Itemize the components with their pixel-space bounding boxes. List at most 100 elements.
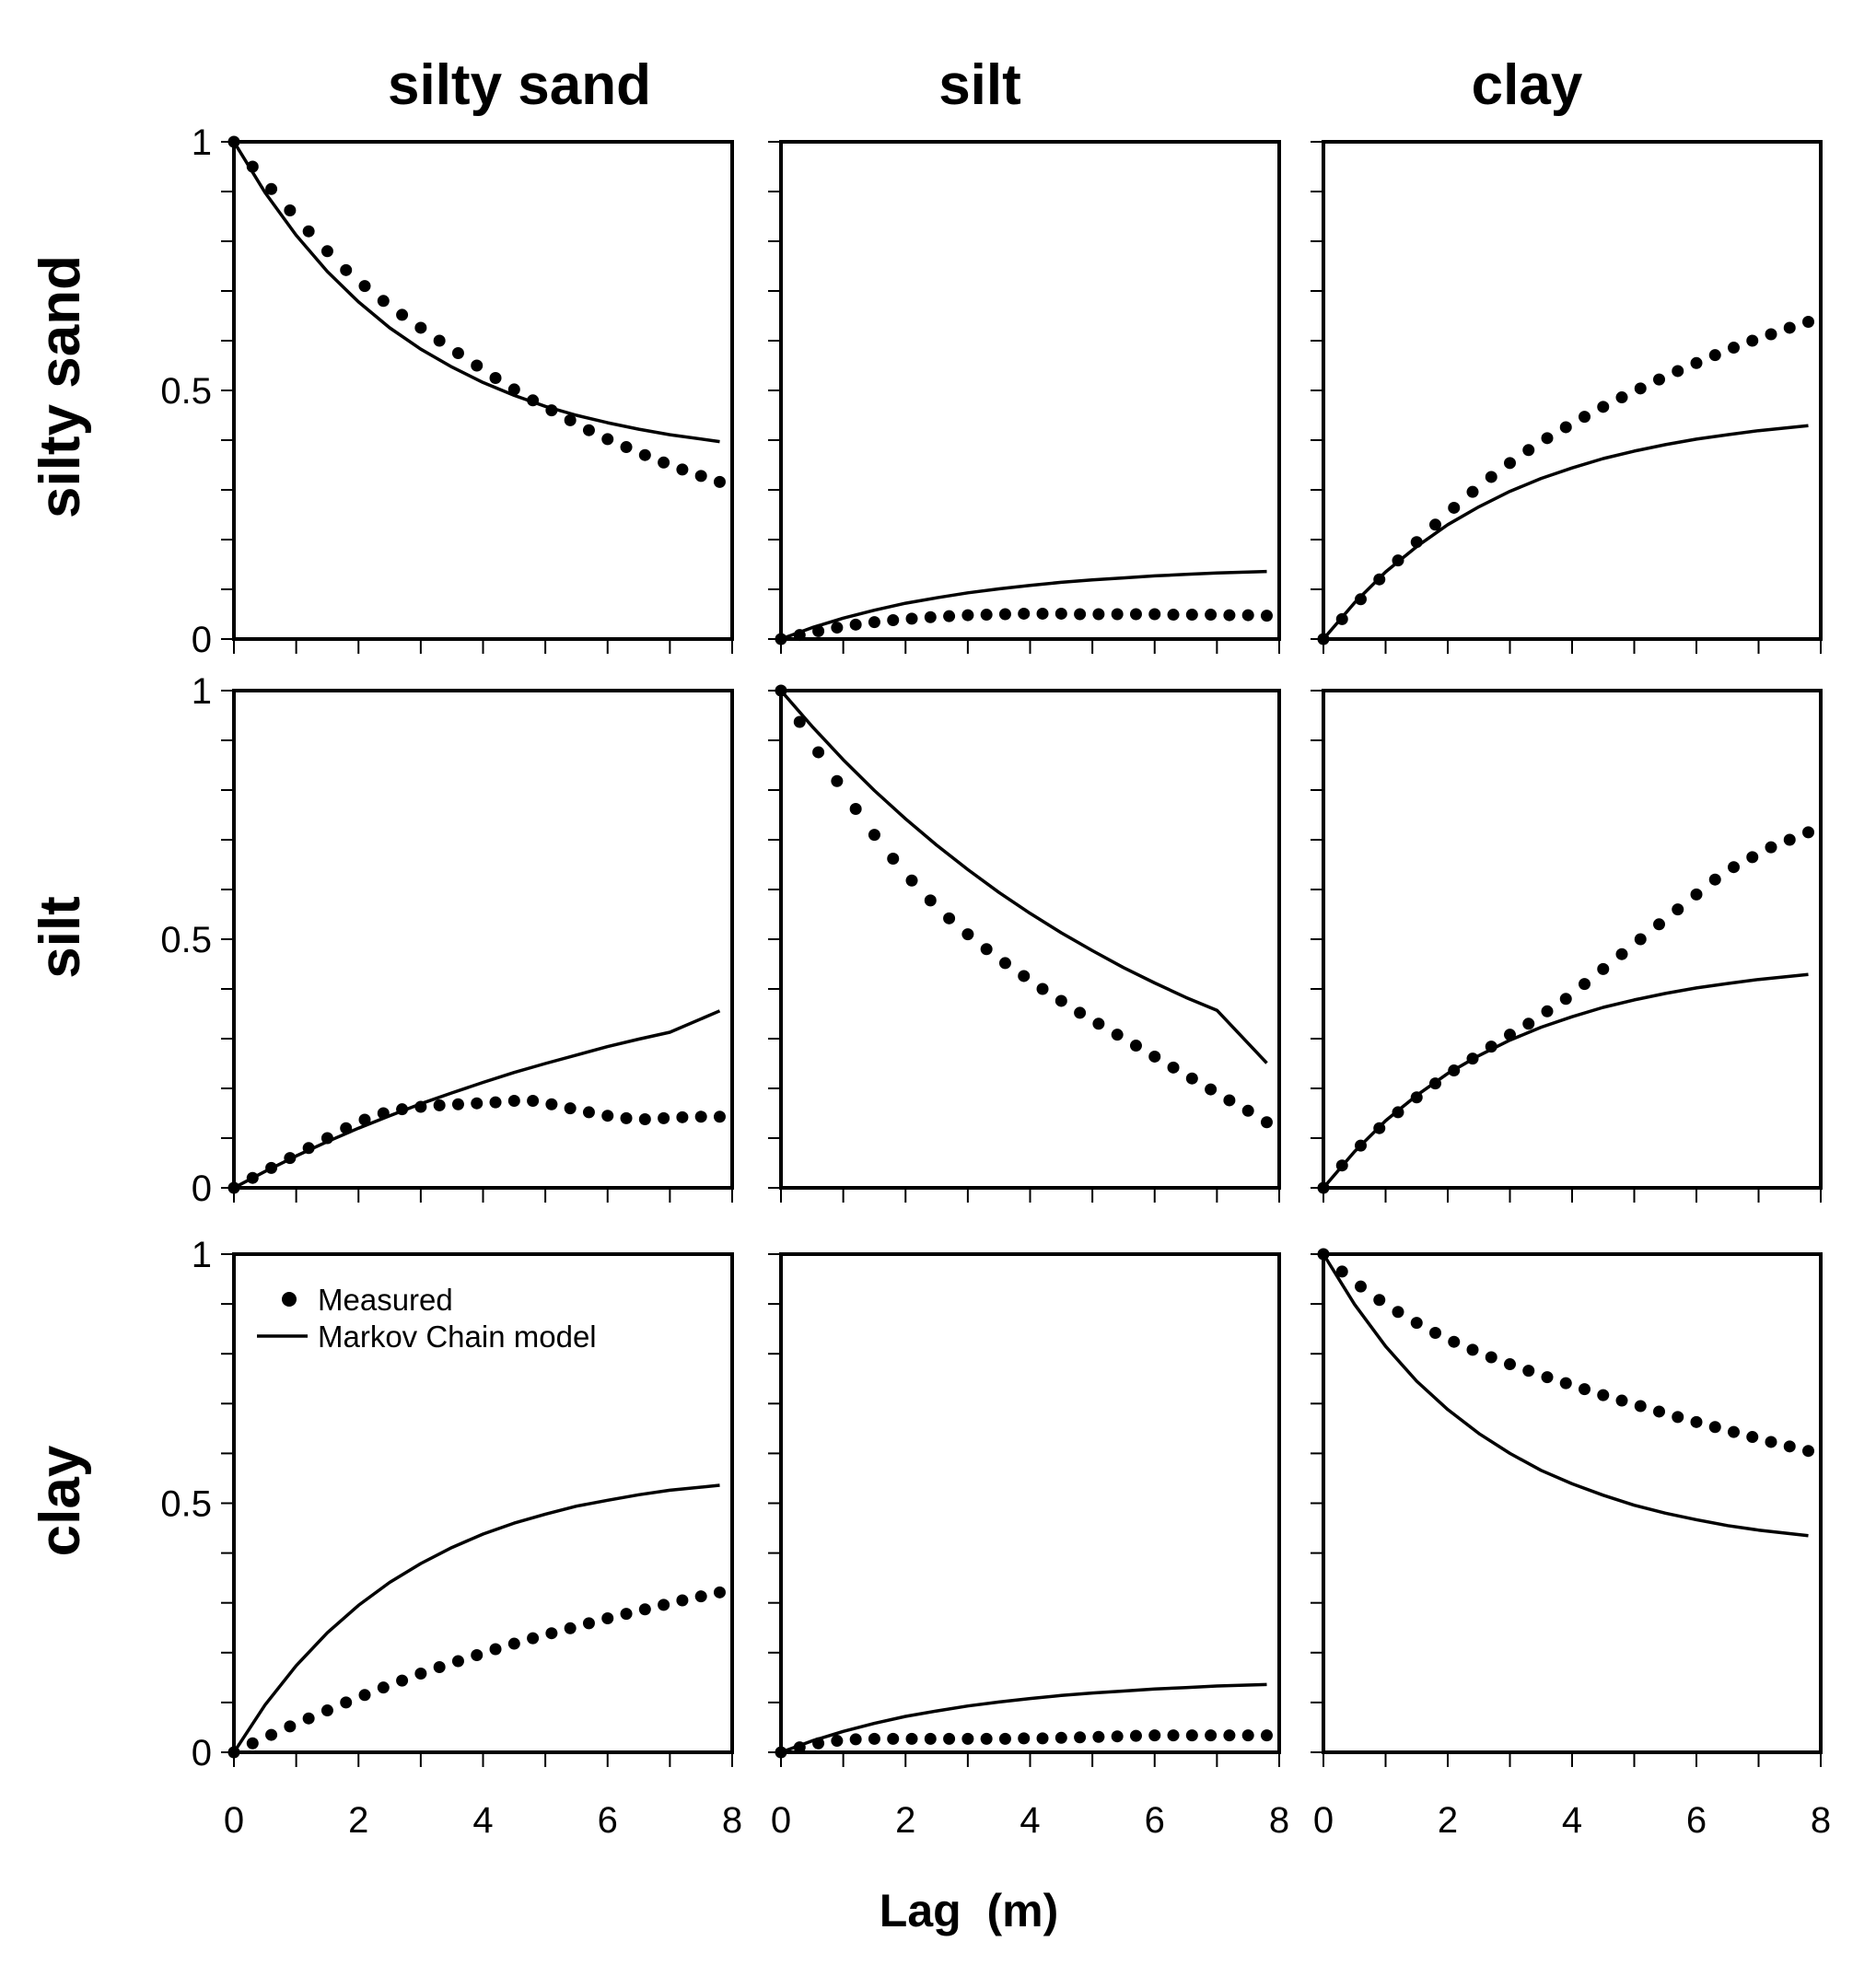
measured-point bbox=[1055, 607, 1067, 620]
model-curve bbox=[780, 1682, 1267, 1754]
measured-point bbox=[1728, 861, 1740, 874]
measured-point bbox=[1802, 315, 1814, 328]
row-title-silt: silt bbox=[29, 896, 92, 979]
measured-point bbox=[1429, 1326, 1441, 1339]
measured-point bbox=[924, 894, 937, 907]
measured-point bbox=[265, 1728, 278, 1741]
legend-model-label: Markov Chain model bbox=[318, 1320, 597, 1354]
measured-point bbox=[1055, 994, 1067, 1007]
measured-point bbox=[1579, 978, 1591, 991]
measured-point bbox=[601, 1110, 614, 1122]
measured-point bbox=[1392, 1306, 1404, 1319]
measured-point bbox=[1392, 1106, 1404, 1119]
measured-point bbox=[471, 1649, 484, 1662]
measured-point bbox=[658, 1599, 670, 1611]
measured-point bbox=[1541, 1371, 1554, 1384]
x-tick-label: 6 bbox=[1686, 1800, 1707, 1841]
measured-point bbox=[340, 1122, 353, 1134]
measured-point bbox=[545, 404, 558, 417]
measured-point bbox=[1317, 1181, 1330, 1194]
row-title-silty-sand: silty sand bbox=[29, 255, 92, 518]
x-tick-label: 0 bbox=[771, 1800, 791, 1841]
measured-point bbox=[489, 372, 502, 384]
measured-point bbox=[1672, 1411, 1684, 1424]
measured-point bbox=[1111, 1029, 1124, 1041]
measured-point bbox=[284, 204, 297, 217]
measured-point bbox=[227, 1181, 240, 1194]
measured-point bbox=[1615, 948, 1628, 960]
measured-point bbox=[868, 1732, 880, 1745]
measured-point bbox=[433, 1660, 446, 1673]
measured-point bbox=[943, 912, 956, 924]
measured-point bbox=[414, 1668, 427, 1680]
x-tick-label: 2 bbox=[895, 1800, 915, 1841]
measured-point bbox=[1802, 1445, 1814, 1458]
measured-point bbox=[1448, 1064, 1461, 1077]
model-curve bbox=[1322, 1253, 1809, 1538]
measured-point bbox=[471, 359, 484, 372]
measured-point bbox=[1728, 1425, 1740, 1438]
measured-point bbox=[246, 160, 259, 173]
measured-point bbox=[1205, 1729, 1218, 1742]
measured-point bbox=[1708, 1421, 1721, 1434]
measured-point bbox=[713, 475, 726, 488]
measured-point bbox=[527, 1632, 540, 1645]
panel-clay-to-silt: 0 2 4 6 8 bbox=[768, 1252, 1289, 1841]
measured-point bbox=[1485, 1041, 1497, 1053]
measured-point bbox=[1223, 1729, 1236, 1742]
measured-point bbox=[1074, 1006, 1087, 1019]
measured-point bbox=[1241, 609, 1254, 622]
measured-point bbox=[320, 1132, 333, 1145]
measured-point bbox=[676, 1594, 689, 1607]
panel-silty-sand-to-clay bbox=[1311, 140, 1823, 654]
measured-point bbox=[1335, 1265, 1348, 1278]
measured-point bbox=[812, 624, 825, 637]
panel-frame bbox=[1322, 1252, 1823, 1754]
measured-point bbox=[887, 1732, 900, 1745]
measured-point bbox=[980, 943, 993, 956]
measured-point bbox=[620, 1608, 633, 1621]
measured-point bbox=[1111, 1730, 1124, 1743]
measured-point bbox=[1541, 1005, 1554, 1017]
measured-point bbox=[961, 928, 974, 941]
measured-point bbox=[775, 1746, 787, 1759]
measured-point bbox=[601, 1611, 614, 1624]
measured-point bbox=[1522, 1365, 1535, 1378]
measured-point bbox=[451, 1655, 464, 1668]
measured-point bbox=[1746, 851, 1759, 864]
measured-point bbox=[1672, 903, 1684, 916]
measured-point bbox=[849, 803, 862, 816]
model-curve bbox=[780, 569, 1267, 641]
measured-point bbox=[1355, 1139, 1367, 1152]
x-tick-label: 4 bbox=[1020, 1800, 1040, 1841]
measured-point bbox=[1355, 1280, 1367, 1293]
measured-point bbox=[1728, 342, 1740, 355]
measured-point bbox=[396, 308, 409, 321]
panel-frame bbox=[779, 140, 1281, 641]
measured-point bbox=[1148, 608, 1161, 621]
measured-point bbox=[1802, 826, 1814, 839]
measured-point bbox=[961, 1732, 974, 1745]
measured-point bbox=[1167, 1061, 1180, 1074]
measured-point bbox=[1579, 411, 1591, 424]
y-tick-label: 0.5 bbox=[160, 1484, 212, 1525]
measured-point bbox=[1597, 401, 1610, 413]
panel-silt-to-silty-sand: 00.51 bbox=[160, 671, 734, 1209]
measured-point bbox=[377, 1681, 390, 1694]
panel-frame bbox=[232, 689, 734, 1190]
measured-point bbox=[1448, 501, 1461, 514]
measured-point bbox=[1466, 485, 1479, 498]
measured-point bbox=[1485, 1351, 1497, 1364]
measured-point bbox=[1746, 334, 1759, 347]
panel-frame bbox=[779, 1252, 1281, 1754]
measured-point bbox=[1185, 1729, 1198, 1742]
model-curve bbox=[1322, 424, 1809, 641]
measured-point bbox=[1466, 1052, 1479, 1065]
measured-point bbox=[1392, 554, 1404, 567]
measured-point bbox=[1466, 1343, 1479, 1356]
measured-point bbox=[340, 1696, 353, 1709]
measured-point bbox=[713, 1586, 726, 1599]
x-tick-label: 2 bbox=[348, 1800, 368, 1841]
measured-point bbox=[638, 1603, 651, 1616]
row-title-clay: clay bbox=[29, 1445, 92, 1556]
